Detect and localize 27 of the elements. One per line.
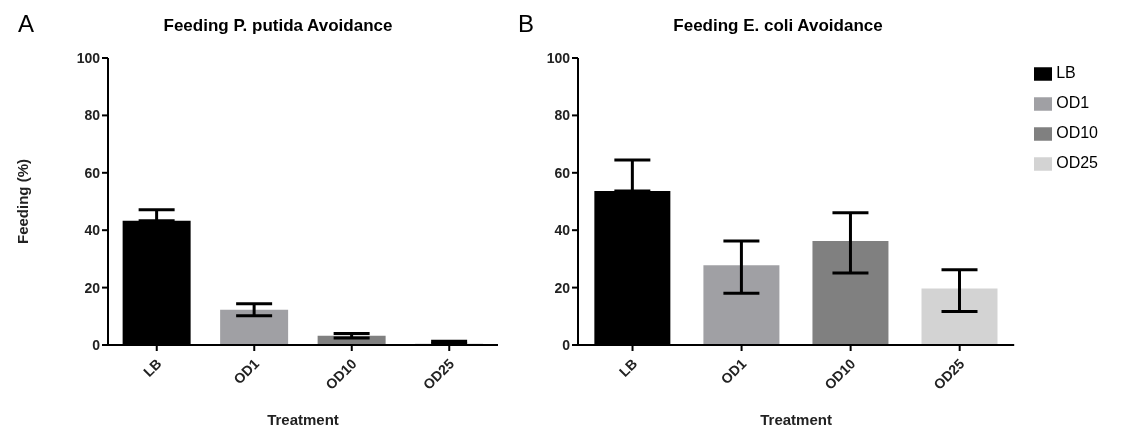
y-tick-label: 60 [84, 164, 101, 181]
y-tick-label: 0 [92, 336, 101, 353]
legend-label: OD10 [1056, 124, 1098, 141]
y-tick-label: 0 [562, 336, 571, 353]
legend-label: OD25 [1056, 154, 1098, 171]
y-tick-label: 100 [76, 49, 101, 66]
text: B [518, 10, 535, 38]
x-axis-title: Treatment [267, 411, 339, 428]
x-tick-label: LB [140, 355, 165, 380]
x-tick-label: OD1 [717, 355, 750, 388]
legend-label: LB [1056, 64, 1076, 81]
chart-title: Feeding P. putida Avoidance [163, 16, 393, 35]
y-tick-label: 100 [546, 49, 571, 66]
y-tick-label: 20 [554, 279, 571, 296]
text: A [18, 10, 35, 38]
y-axis-title: Feeding (%) [14, 159, 32, 244]
chart-title: Feeding E. coli Avoidance [673, 16, 883, 35]
x-tick-label: OD1 [230, 355, 263, 388]
legend-label: OD1 [1056, 94, 1090, 111]
y-tick-label: 20 [84, 279, 101, 296]
x-tick-label: LB [615, 355, 641, 380]
y-tick-label: 80 [554, 107, 571, 124]
y-tick-label: 80 [84, 107, 101, 124]
y-tick-label: 60 [554, 164, 571, 181]
y-tick-label: 40 [554, 222, 571, 239]
x-axis-title: Treatment [760, 411, 832, 428]
y-tick-label: 40 [84, 222, 101, 239]
